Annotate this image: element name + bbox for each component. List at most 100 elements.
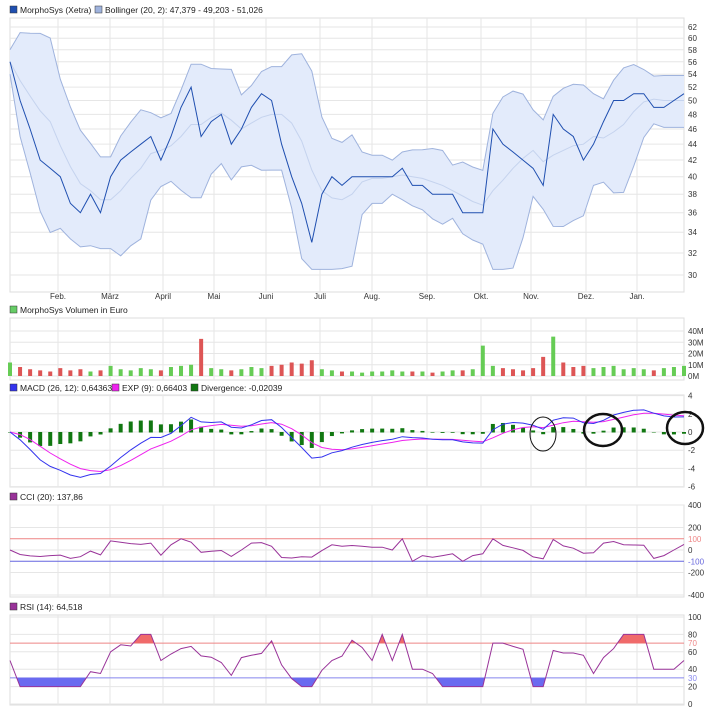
- legend-swatch-rsi: [9, 602, 18, 611]
- volume-bar: [490, 365, 495, 376]
- divergence-bar: [510, 424, 515, 433]
- y-tick-label: 60: [688, 648, 697, 657]
- y-tick-label: 40: [688, 173, 697, 182]
- volume-bar: [68, 370, 73, 376]
- legend-swatch-cci: [9, 492, 18, 501]
- volume-bar: [591, 368, 596, 376]
- divergence-bar: [521, 427, 526, 433]
- divergence-bar: [682, 432, 686, 434]
- divergence-bar: [28, 432, 33, 443]
- divergence-bar: [289, 432, 294, 442]
- divergence-bar: [601, 430, 606, 433]
- divergence-bar: [319, 432, 324, 443]
- divergence-bar: [380, 428, 385, 433]
- y-tick-label: 34: [688, 228, 697, 237]
- volume-bar: [108, 365, 113, 376]
- volume-bar: [531, 368, 536, 376]
- volume-bar: [249, 367, 254, 376]
- divergence-bar: [370, 428, 375, 433]
- x-tick-label: Okt.: [474, 292, 489, 301]
- y-tick-label: 0M: [688, 372, 699, 381]
- volume-bar: [189, 364, 194, 376]
- y-tick-label: 54: [688, 70, 697, 79]
- y-tick-label: 48: [688, 110, 697, 119]
- y-tick-label: 50: [688, 96, 697, 105]
- divergence-bar: [611, 427, 616, 433]
- volume-bar: [329, 370, 334, 376]
- y-tick-label: 4: [688, 392, 693, 401]
- divergence-bar: [309, 432, 314, 448]
- panel-frame: [9, 17, 685, 293]
- divergence-bar: [219, 429, 224, 433]
- divergence-bar: [661, 432, 666, 435]
- y-tick-label: 36: [688, 209, 697, 218]
- volume-bar: [420, 371, 425, 376]
- volume-bar: [661, 368, 666, 376]
- divergence-bar: [500, 422, 505, 433]
- volume-legend: MorphoSys Volumen in Euro: [9, 305, 128, 315]
- volume-bar: [18, 367, 23, 376]
- volume-bar: [651, 370, 656, 376]
- divergence-bar: [78, 432, 83, 442]
- x-tick-label: Juni: [259, 292, 274, 301]
- volume-bar: [430, 372, 435, 376]
- y-tick-label: 52: [688, 83, 697, 92]
- overbought-fill: [133, 634, 647, 644]
- volume-bar: [682, 365, 686, 376]
- indicator-line: [9, 537, 685, 563]
- volume-bar: [571, 367, 576, 376]
- volume-bar: [199, 338, 204, 376]
- y-tick-label: -200: [688, 569, 705, 578]
- divergence-bar: [671, 432, 676, 435]
- divergence-bar: [329, 432, 334, 437]
- volume-bar: [289, 362, 294, 376]
- volume-bar: [38, 370, 43, 376]
- divergence-bar: [299, 432, 304, 446]
- bollinger-upper-line: [9, 32, 684, 171]
- volume-bar: [400, 371, 405, 376]
- divergence-bar: [641, 428, 646, 433]
- volume-bar: [601, 367, 606, 376]
- divergence-bar: [108, 428, 113, 433]
- legend-rsi: RSI (14): 64,518: [20, 602, 83, 612]
- price-line: [9, 61, 685, 243]
- volume-bar: [621, 369, 626, 376]
- volume-bar: [309, 360, 314, 376]
- legend-swatch-bollinger: [94, 5, 103, 14]
- y-tick-label: -6: [688, 483, 696, 492]
- y-tick-label: 44: [688, 140, 697, 149]
- y-tick-label: 40: [688, 665, 697, 674]
- oversold-fill: [16, 677, 546, 687]
- volume-bar: [480, 345, 485, 376]
- divergence-bar: [470, 432, 475, 435]
- legend-swatch-price: [9, 5, 18, 14]
- volume-bar: [28, 369, 33, 376]
- volume-bar: [510, 369, 515, 376]
- volume-bar: [350, 371, 355, 376]
- reference-label: 70: [688, 639, 697, 648]
- volume-bar: [631, 368, 636, 376]
- legend-bollinger: Bollinger (20, 2): 47,379 - 49,203 - 51,…: [105, 5, 263, 15]
- reference-label: 30: [688, 674, 697, 683]
- volume-bar: [551, 336, 556, 376]
- volume-bar: [168, 367, 173, 376]
- y-tick-label: 40M: [688, 327, 704, 336]
- volume-bar: [128, 370, 133, 376]
- y-tick-label: 20M: [688, 350, 704, 359]
- y-tick-label: 400: [688, 501, 702, 510]
- legend-exp: EXP (9): 0,66403: [122, 383, 187, 393]
- divergence-bar: [209, 428, 214, 433]
- volume-bar: [541, 356, 546, 376]
- y-tick-label: 10M: [688, 361, 704, 370]
- volume-bar: [48, 371, 53, 376]
- volume-bar: [138, 368, 143, 376]
- divergence-bar: [339, 432, 344, 434]
- divergence-bar: [490, 423, 495, 433]
- divergence-bar: [541, 432, 546, 435]
- rsi-legend: RSI (14): 64,518: [9, 602, 83, 612]
- volume-bar: [450, 370, 455, 376]
- divergence-bar: [621, 427, 626, 433]
- volume-bar: [219, 369, 224, 376]
- volume-bar: [209, 368, 214, 376]
- volume-bar: [98, 370, 103, 376]
